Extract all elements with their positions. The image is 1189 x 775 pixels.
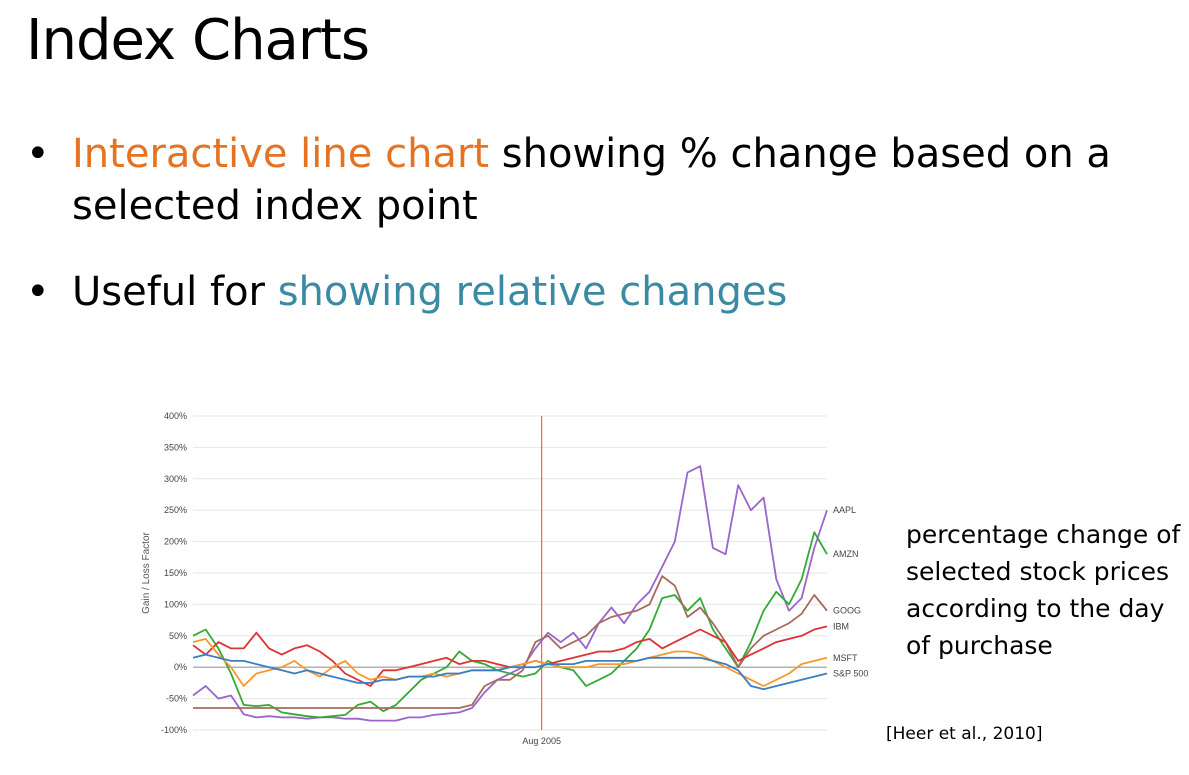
bullet-list: • Interactive line chart showing % chang… bbox=[26, 128, 1132, 352]
chart-caption: percentage change of selected stock pric… bbox=[906, 520, 1181, 660]
slide-title: Index Charts bbox=[26, 8, 370, 73]
bullet-1-highlight: Interactive line chart bbox=[72, 131, 490, 177]
series-label-msft: MSFT bbox=[833, 653, 858, 663]
series-line-amzn bbox=[192, 531, 828, 719]
bullet-icon: • bbox=[26, 269, 50, 315]
series-line-aapl bbox=[192, 465, 828, 722]
y-tick-label: 150% bbox=[164, 568, 187, 578]
y-tick-label: 300% bbox=[164, 474, 187, 484]
series-label-goog: GOOG bbox=[833, 606, 861, 616]
bullet-icon: • bbox=[26, 131, 50, 177]
x-index-label: Aug 2005 bbox=[522, 736, 561, 746]
series-label-amzn: AMZN bbox=[833, 549, 859, 559]
y-tick-label: 400% bbox=[164, 411, 187, 421]
bullet-2-text: Useful for bbox=[72, 269, 278, 315]
y-tick-label: 0% bbox=[174, 662, 187, 672]
series-label-ibm: IBM bbox=[833, 621, 849, 631]
citation: [Heer et al., 2010] bbox=[886, 724, 1043, 744]
bullet-item-1: • Interactive line chart showing % chang… bbox=[26, 128, 1132, 232]
bullet-2-highlight: showing relative changes bbox=[277, 269, 788, 315]
bullet-1-text: showing % change based on a selected ind… bbox=[72, 131, 1111, 229]
y-axis-title: Gain / Loss Factor bbox=[141, 531, 152, 613]
bullet-item-2: • Useful for showing relative changes bbox=[26, 266, 1132, 318]
y-tick-label: 100% bbox=[164, 599, 187, 609]
y-tick-label: 50% bbox=[169, 631, 187, 641]
series-label-aapl: AAPL bbox=[833, 505, 856, 515]
series-line-s-p-500 bbox=[192, 653, 828, 691]
y-tick-label: -100% bbox=[161, 725, 187, 735]
y-tick-label: -50% bbox=[166, 694, 187, 704]
y-tick-label: 250% bbox=[164, 505, 187, 515]
index-line-chart[interactable]: -100% -50% 0% 50% 100% 150% 200% 250% 300% 350% 40… bbox=[135, 408, 875, 748]
series-label-s-p-500: S&P 500 bbox=[833, 668, 868, 678]
y-tick-label: 350% bbox=[164, 442, 187, 452]
series-line-goog bbox=[193, 575, 828, 709]
y-tick-label: 200% bbox=[164, 537, 187, 547]
